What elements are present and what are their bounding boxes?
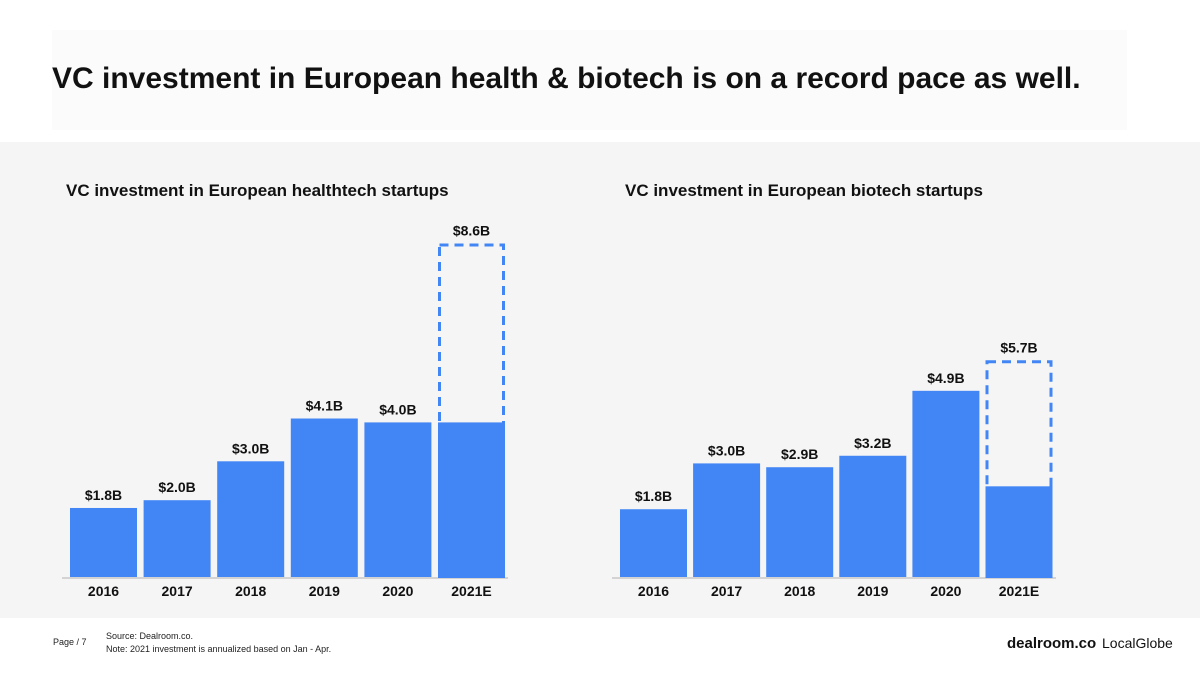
healthtech-value-label-2021e: $8.6B bbox=[453, 222, 490, 238]
healthtech-value-label-2019: $4.1B bbox=[306, 398, 343, 414]
healthtech-bar-2019 bbox=[290, 418, 358, 577]
healthtech-bar-2016 bbox=[70, 507, 137, 577]
healthtech-tick-label-2020: 2020 bbox=[382, 583, 413, 599]
biotech-chart-title: VC investment in European biotech startu… bbox=[625, 181, 984, 200]
biotech-bar-2021e-estimate bbox=[985, 360, 1053, 579]
healthtech-value-label-2018: $3.0B bbox=[232, 440, 269, 456]
biotech-tick-label-2021e: 2021E bbox=[999, 583, 1039, 599]
title-band bbox=[52, 30, 1127, 130]
biotech-tick-label-2018: 2018 bbox=[784, 583, 815, 599]
biotech-tick-label-2019: 2019 bbox=[857, 583, 888, 599]
biotech-value-label-2018: $2.9B bbox=[781, 446, 818, 462]
healthtech-value-label-2016: $1.8B bbox=[85, 487, 122, 503]
healthtech-tick-label-2019: 2019 bbox=[309, 583, 340, 599]
healthtech-value-label-2017: $2.0B bbox=[158, 479, 195, 495]
healthtech-tick-label-2017: 2017 bbox=[162, 583, 193, 599]
biotech-value-label-2020: $4.9B bbox=[927, 370, 964, 386]
healthtech-tick-label-2021e: 2021E bbox=[451, 583, 491, 599]
biotech-bar-2018 bbox=[766, 467, 834, 577]
biotech-bar-2021e-actual bbox=[985, 486, 1053, 578]
healthtech-bar-2021e-actual bbox=[438, 422, 505, 578]
biotech-bar-2019 bbox=[839, 455, 907, 577]
biotech-bar-2017 bbox=[693, 463, 761, 577]
dealroom-logo: dealroom.co bbox=[1007, 635, 1097, 652]
healthtech-tick-label-2016: 2016 bbox=[88, 583, 119, 599]
biotech-value-label-2016: $1.8B bbox=[635, 488, 672, 504]
localglobe-logo: LocalGlobe bbox=[1102, 635, 1173, 651]
healthtech-value-label-2020: $4.0B bbox=[379, 401, 416, 417]
healthtech-bar-2017 bbox=[143, 500, 211, 577]
page-number: Page / 7 bbox=[53, 637, 87, 647]
healthtech-chart-title: VC investment in European healthtech sta… bbox=[66, 181, 449, 200]
source-note: Source: Dealroom.co. bbox=[106, 631, 194, 641]
biotech-bar-2016 bbox=[620, 509, 687, 577]
page-title: VC investment in European health & biote… bbox=[52, 62, 1081, 95]
biotech-value-label-2019: $3.2B bbox=[854, 435, 891, 451]
healthtech-bar-2021e-estimate bbox=[438, 243, 505, 579]
biotech-tick-label-2017: 2017 bbox=[711, 583, 742, 599]
healthtech-bar-2020 bbox=[364, 422, 432, 577]
biotech-value-label-2017: $3.0B bbox=[708, 442, 745, 458]
biotech-bar-2020 bbox=[912, 390, 980, 577]
biotech-value-label-2021e: $5.7B bbox=[1000, 339, 1037, 355]
annualization-note: Note: 2021 investment is annualized base… bbox=[106, 644, 332, 654]
footnotes: Source: Dealroom.co. Note: 2021 investme… bbox=[106, 630, 331, 656]
healthtech-bar-2018 bbox=[217, 461, 285, 577]
healthtech-tick-label-2018: 2018 bbox=[235, 583, 266, 599]
biotech-tick-label-2020: 2020 bbox=[930, 583, 961, 599]
biotech-tick-label-2016: 2016 bbox=[638, 583, 669, 599]
